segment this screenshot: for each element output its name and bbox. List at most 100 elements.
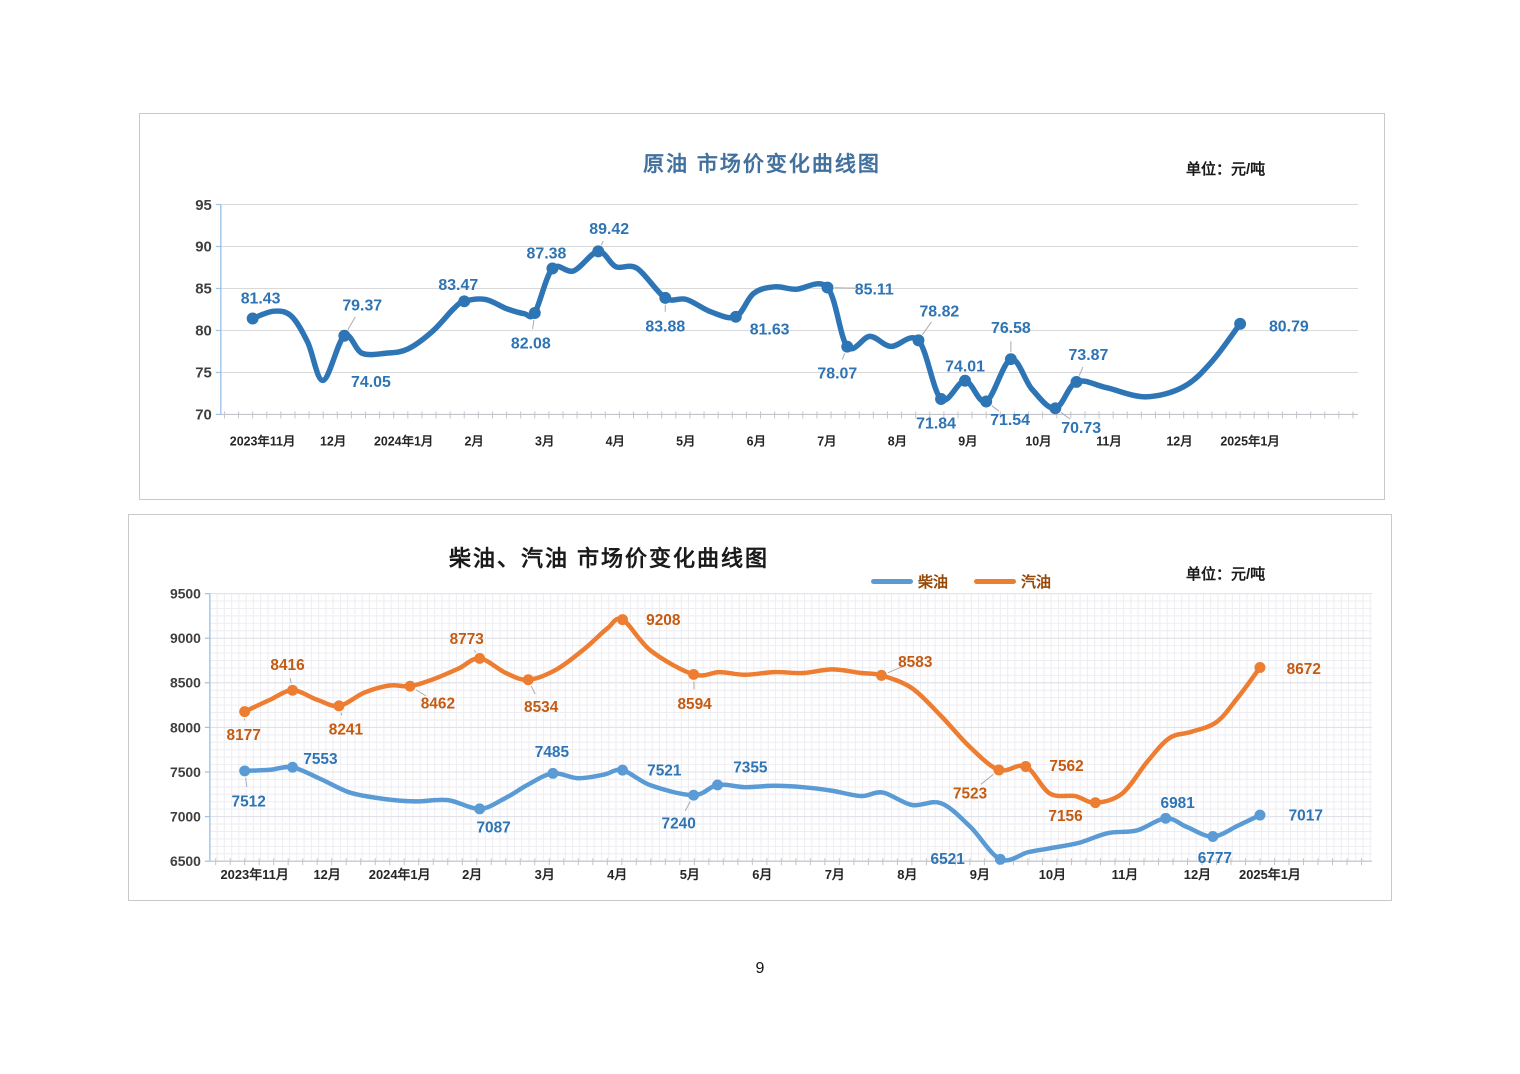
diesel-price-data-label: 7355 bbox=[733, 760, 768, 777]
gasoline-line-swatch bbox=[974, 579, 1017, 584]
gasoline-price-data-label: 8594 bbox=[677, 696, 712, 713]
diesel-price-data-label: 7087 bbox=[476, 819, 510, 836]
gasoline-price-marker bbox=[287, 684, 299, 696]
gasoline-price-data-label: 8177 bbox=[227, 727, 261, 744]
diesel-gasoline-unit-label: 单位：元/吨 bbox=[1186, 566, 1266, 583]
label-leader bbox=[834, 287, 861, 289]
diesel-price-marker bbox=[547, 767, 559, 779]
gasoline-price-marker bbox=[1089, 797, 1101, 809]
crude-oil-price-data-label: 78.07 bbox=[817, 365, 857, 382]
x-axis-label: 4月 bbox=[606, 434, 625, 448]
crude-oil-chart-card: 原油 市场价变化曲线图 单位：元/吨 70 75 80 85 90 95 2023年11月 1… bbox=[139, 113, 1385, 500]
label-leader bbox=[980, 773, 994, 785]
page-number: 9 bbox=[755, 960, 765, 977]
x-axis-label: 7月 bbox=[825, 867, 845, 882]
crude-oil-price-data-label: 70.73 bbox=[1061, 420, 1101, 437]
x-axis-label: 7月 bbox=[817, 434, 836, 448]
gasoline-price-marker bbox=[1254, 661, 1266, 673]
x-axis-label: 11月 bbox=[1112, 867, 1139, 882]
label-leader bbox=[1078, 366, 1084, 376]
label-leader bbox=[991, 405, 1000, 412]
label-leader bbox=[245, 777, 248, 788]
gasoline-price-data-label: 8416 bbox=[270, 657, 305, 674]
crude-oil-price-data-label: 74.05 bbox=[351, 374, 391, 391]
crude-oil-price-marker bbox=[246, 312, 259, 325]
crude-oil-price-marker bbox=[912, 334, 925, 347]
gasoline-price-line bbox=[242, 616, 1263, 805]
diesel-price-data-label: 7017 bbox=[1289, 808, 1323, 825]
x-axis-label: 6月 bbox=[752, 867, 772, 882]
legend-label-gasoline: 汽油 bbox=[1021, 574, 1052, 591]
y-axis-label: 7500 bbox=[170, 764, 201, 780]
y-axis-label: 8000 bbox=[170, 719, 201, 735]
diesel-price-marker bbox=[239, 765, 251, 777]
diesel-price-data-label: 7240 bbox=[662, 816, 696, 833]
crude-oil-price-marker bbox=[1004, 353, 1017, 366]
diesel-price-marker bbox=[1160, 812, 1172, 824]
crude-oil-price-data-label: 89.42 bbox=[589, 221, 629, 238]
y-axis-label: 75 bbox=[195, 365, 212, 382]
x-axis-label: 6月 bbox=[747, 434, 766, 448]
x-axis-label: 12月 bbox=[1166, 434, 1192, 448]
x-axis-label: 2024年1月 bbox=[374, 433, 433, 448]
y-axis-label: 70 bbox=[195, 407, 212, 424]
gasoline-price-data-label: 9208 bbox=[646, 612, 681, 629]
crude-oil-price-data-label: 78.82 bbox=[919, 303, 959, 320]
crude-oil-price-marker bbox=[980, 395, 993, 408]
crude-oil-price-data-label: 81.63 bbox=[750, 321, 790, 338]
diesel-price-marker bbox=[617, 764, 628, 776]
gasoline-price-data-label: 7523 bbox=[953, 785, 988, 802]
crude-oil-price-marker bbox=[1049, 402, 1062, 415]
crude-oil-price-marker bbox=[935, 393, 948, 405]
crude-oil-price-data-label: 73.87 bbox=[1069, 347, 1109, 364]
label-leader bbox=[841, 353, 846, 360]
diesel-gasoline-plot: 6500 7000 7500 8000 8500 9000 9500 2023年11月 12月 2… bbox=[170, 585, 1372, 882]
x-axis-label: 12月 bbox=[314, 867, 341, 882]
gasoline-price-data-label: 8583 bbox=[898, 654, 933, 671]
x-axis-label: 2025年1月 bbox=[1220, 433, 1279, 448]
crude-oil-price-data-label: 71.84 bbox=[916, 416, 956, 433]
crude-oil-price-marker bbox=[1070, 375, 1083, 388]
crude-oil-price-data-label: 79.37 bbox=[342, 298, 382, 315]
diesel-price-data-label: 7553 bbox=[303, 751, 338, 768]
diesel-price-marker bbox=[287, 761, 299, 773]
diesel-price-line bbox=[242, 764, 1263, 863]
diesel-price-data-label: 6521 bbox=[931, 851, 966, 868]
x-axis-label: 5月 bbox=[676, 434, 695, 448]
legend-item-diesel: 柴油 bbox=[871, 571, 948, 592]
diesel-price-marker bbox=[712, 779, 724, 791]
diesel-price-marker bbox=[688, 789, 700, 801]
crude-oil-price-marker bbox=[338, 329, 351, 342]
y-axis-label: 85 bbox=[195, 281, 212, 298]
crude-oil-price-data-label: 71.54 bbox=[990, 412, 1030, 429]
gasoline-price-marker bbox=[875, 669, 887, 681]
crude-oil-price-data-label: 76.58 bbox=[991, 320, 1031, 337]
x-axis-label: 2025年1月 bbox=[1239, 867, 1301, 882]
gasoline-price-marker bbox=[617, 614, 628, 626]
label-leader bbox=[1060, 412, 1071, 420]
crude-oil-price-marker bbox=[821, 281, 834, 294]
x-axis-label: 2024年1月 bbox=[369, 867, 431, 882]
y-axis-label: 9000 bbox=[170, 630, 201, 646]
label-leader bbox=[340, 712, 343, 716]
legend-item-gasoline: 汽油 bbox=[974, 571, 1051, 592]
x-axis-label: 2月 bbox=[465, 434, 484, 448]
y-axis-label: 9500 bbox=[170, 585, 201, 601]
crude-oil-price-line bbox=[249, 248, 1243, 412]
diesel-price-marker bbox=[474, 803, 486, 815]
x-axis-label: 2023年11月 bbox=[230, 433, 296, 448]
x-axis-label: 10月 bbox=[1025, 434, 1051, 448]
x-axis-label: 12月 bbox=[320, 434, 346, 448]
crude-oil-price-data-label: 82.08 bbox=[511, 336, 551, 353]
crude-oil-price-marker bbox=[592, 245, 605, 258]
y-axis-label: 80 bbox=[195, 323, 212, 340]
gasoline-price-marker bbox=[474, 652, 486, 664]
diesel-price-data-label: 7485 bbox=[535, 744, 570, 761]
crude-oil-price-marker bbox=[659, 291, 672, 304]
x-axis-label: 2023年11月 bbox=[221, 867, 289, 882]
x-axis-label: 3月 bbox=[535, 867, 555, 882]
x-axis-label: 5月 bbox=[680, 867, 700, 882]
gasoline-price-marker bbox=[1020, 760, 1032, 772]
crude-oil-price-marker bbox=[959, 374, 972, 387]
gasoline-price-marker bbox=[333, 700, 345, 712]
